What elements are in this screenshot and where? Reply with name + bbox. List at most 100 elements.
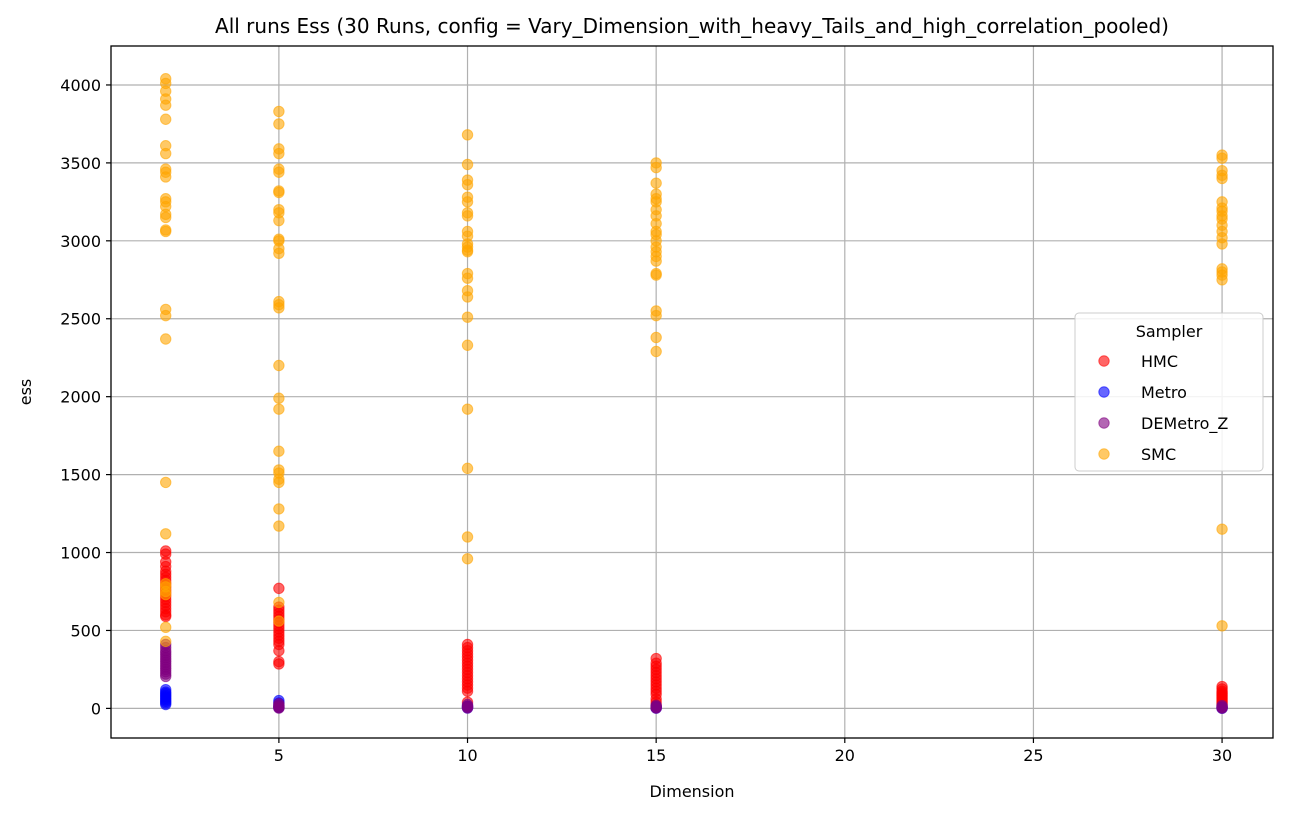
data-point <box>160 698 172 711</box>
data-point <box>273 658 285 670</box>
data-point <box>160 670 172 683</box>
data-points <box>160 73 1228 714</box>
legend-box <box>1074 312 1264 472</box>
data-point <box>650 331 662 344</box>
data-point <box>1216 523 1228 535</box>
legend-marker <box>1098 417 1110 429</box>
data-point <box>273 520 285 532</box>
y-tick-label: 500 <box>70 621 101 640</box>
data-point <box>273 359 285 372</box>
data-point <box>650 269 662 281</box>
data-point <box>461 702 474 714</box>
data-point <box>461 210 474 222</box>
data-point <box>160 147 172 160</box>
data-point <box>273 147 285 160</box>
data-point <box>273 403 285 415</box>
legend-marker <box>1098 355 1110 367</box>
series-demetro-z <box>160 638 1228 714</box>
data-point <box>1216 152 1228 164</box>
data-point <box>160 309 172 322</box>
data-point <box>461 311 474 323</box>
plot-area-frame <box>110 45 1274 739</box>
series-smc <box>160 73 1228 648</box>
y-tick-label: 2000 <box>60 388 101 407</box>
data-point <box>461 272 474 284</box>
data-point <box>160 225 172 238</box>
legend-label: Metro <box>1141 383 1187 402</box>
data-point <box>461 403 474 415</box>
data-point <box>160 610 172 623</box>
x-tick-label: 20 <box>835 746 855 765</box>
data-point <box>461 196 474 208</box>
series-metro <box>160 683 1228 714</box>
data-point <box>273 596 285 609</box>
data-point <box>1216 172 1228 185</box>
x-tick-label: 10 <box>457 746 477 765</box>
data-point <box>273 118 285 130</box>
data-point <box>273 582 285 595</box>
data-point <box>1216 238 1228 250</box>
y-tick-label: 1000 <box>60 544 101 563</box>
x-axis-label: Dimension <box>649 782 734 801</box>
data-point <box>160 333 172 345</box>
data-point <box>160 113 172 125</box>
x-tick-label: 25 <box>1023 746 1043 765</box>
data-point <box>273 615 285 627</box>
data-point <box>650 177 662 189</box>
chart-title: All runs Ess (30 Runs, config = Vary_Dim… <box>215 14 1169 38</box>
data-point <box>650 345 662 358</box>
y-tick-label: 3500 <box>60 154 101 173</box>
data-point <box>461 553 474 565</box>
legend-marker <box>1098 386 1110 398</box>
data-point <box>273 702 285 714</box>
legend-label: HMC <box>1141 352 1178 371</box>
data-point <box>461 685 474 697</box>
data-point <box>273 476 285 489</box>
y-tick-label: 3000 <box>60 232 101 251</box>
data-point <box>273 302 285 314</box>
data-point <box>160 476 172 489</box>
data-point <box>160 621 172 634</box>
data-point <box>273 186 285 199</box>
data-point <box>461 246 474 258</box>
legend-marker <box>1098 448 1110 460</box>
data-point <box>160 99 172 111</box>
data-point <box>273 214 285 227</box>
data-point <box>461 158 474 171</box>
y-tick-label: 4000 <box>60 76 101 95</box>
y-tick-label: 1500 <box>60 466 101 485</box>
data-point <box>273 247 285 259</box>
data-point <box>461 291 474 303</box>
data-point <box>461 129 474 141</box>
data-point <box>650 702 662 714</box>
data-point <box>160 211 172 224</box>
data-point <box>160 635 172 648</box>
data-point <box>650 255 662 267</box>
data-point <box>273 445 285 457</box>
legend-label: DEMetro_Z <box>1141 414 1228 434</box>
y-tick-label: 2500 <box>60 310 101 329</box>
data-point <box>273 645 285 657</box>
x-tick-label: 15 <box>646 746 666 765</box>
data-point <box>273 392 285 404</box>
x-tick-label: 30 <box>1212 746 1232 765</box>
axis-ticks: 5 10 15 20 25 30 0 500 1000 1500 2000 2500 3000 3500 4… <box>60 76 1232 765</box>
series-hmc <box>160 545 1228 711</box>
data-point <box>160 171 172 183</box>
data-point <box>461 462 474 475</box>
y-tick-label: 0 <box>91 699 101 718</box>
data-point <box>160 588 172 601</box>
data-point <box>650 161 662 174</box>
x-tick-label: 5 <box>274 746 284 765</box>
data-point <box>273 503 285 515</box>
data-point <box>273 105 285 118</box>
data-point <box>461 339 474 351</box>
y-axis-label: ess <box>16 379 35 406</box>
data-point <box>461 179 474 191</box>
legend: Sampler HMC Metro DEMetro_Z SMC <box>1074 312 1264 472</box>
data-point <box>273 166 285 178</box>
data-point <box>650 309 662 322</box>
data-point <box>1216 702 1228 714</box>
legend-label: SMC <box>1141 445 1176 464</box>
